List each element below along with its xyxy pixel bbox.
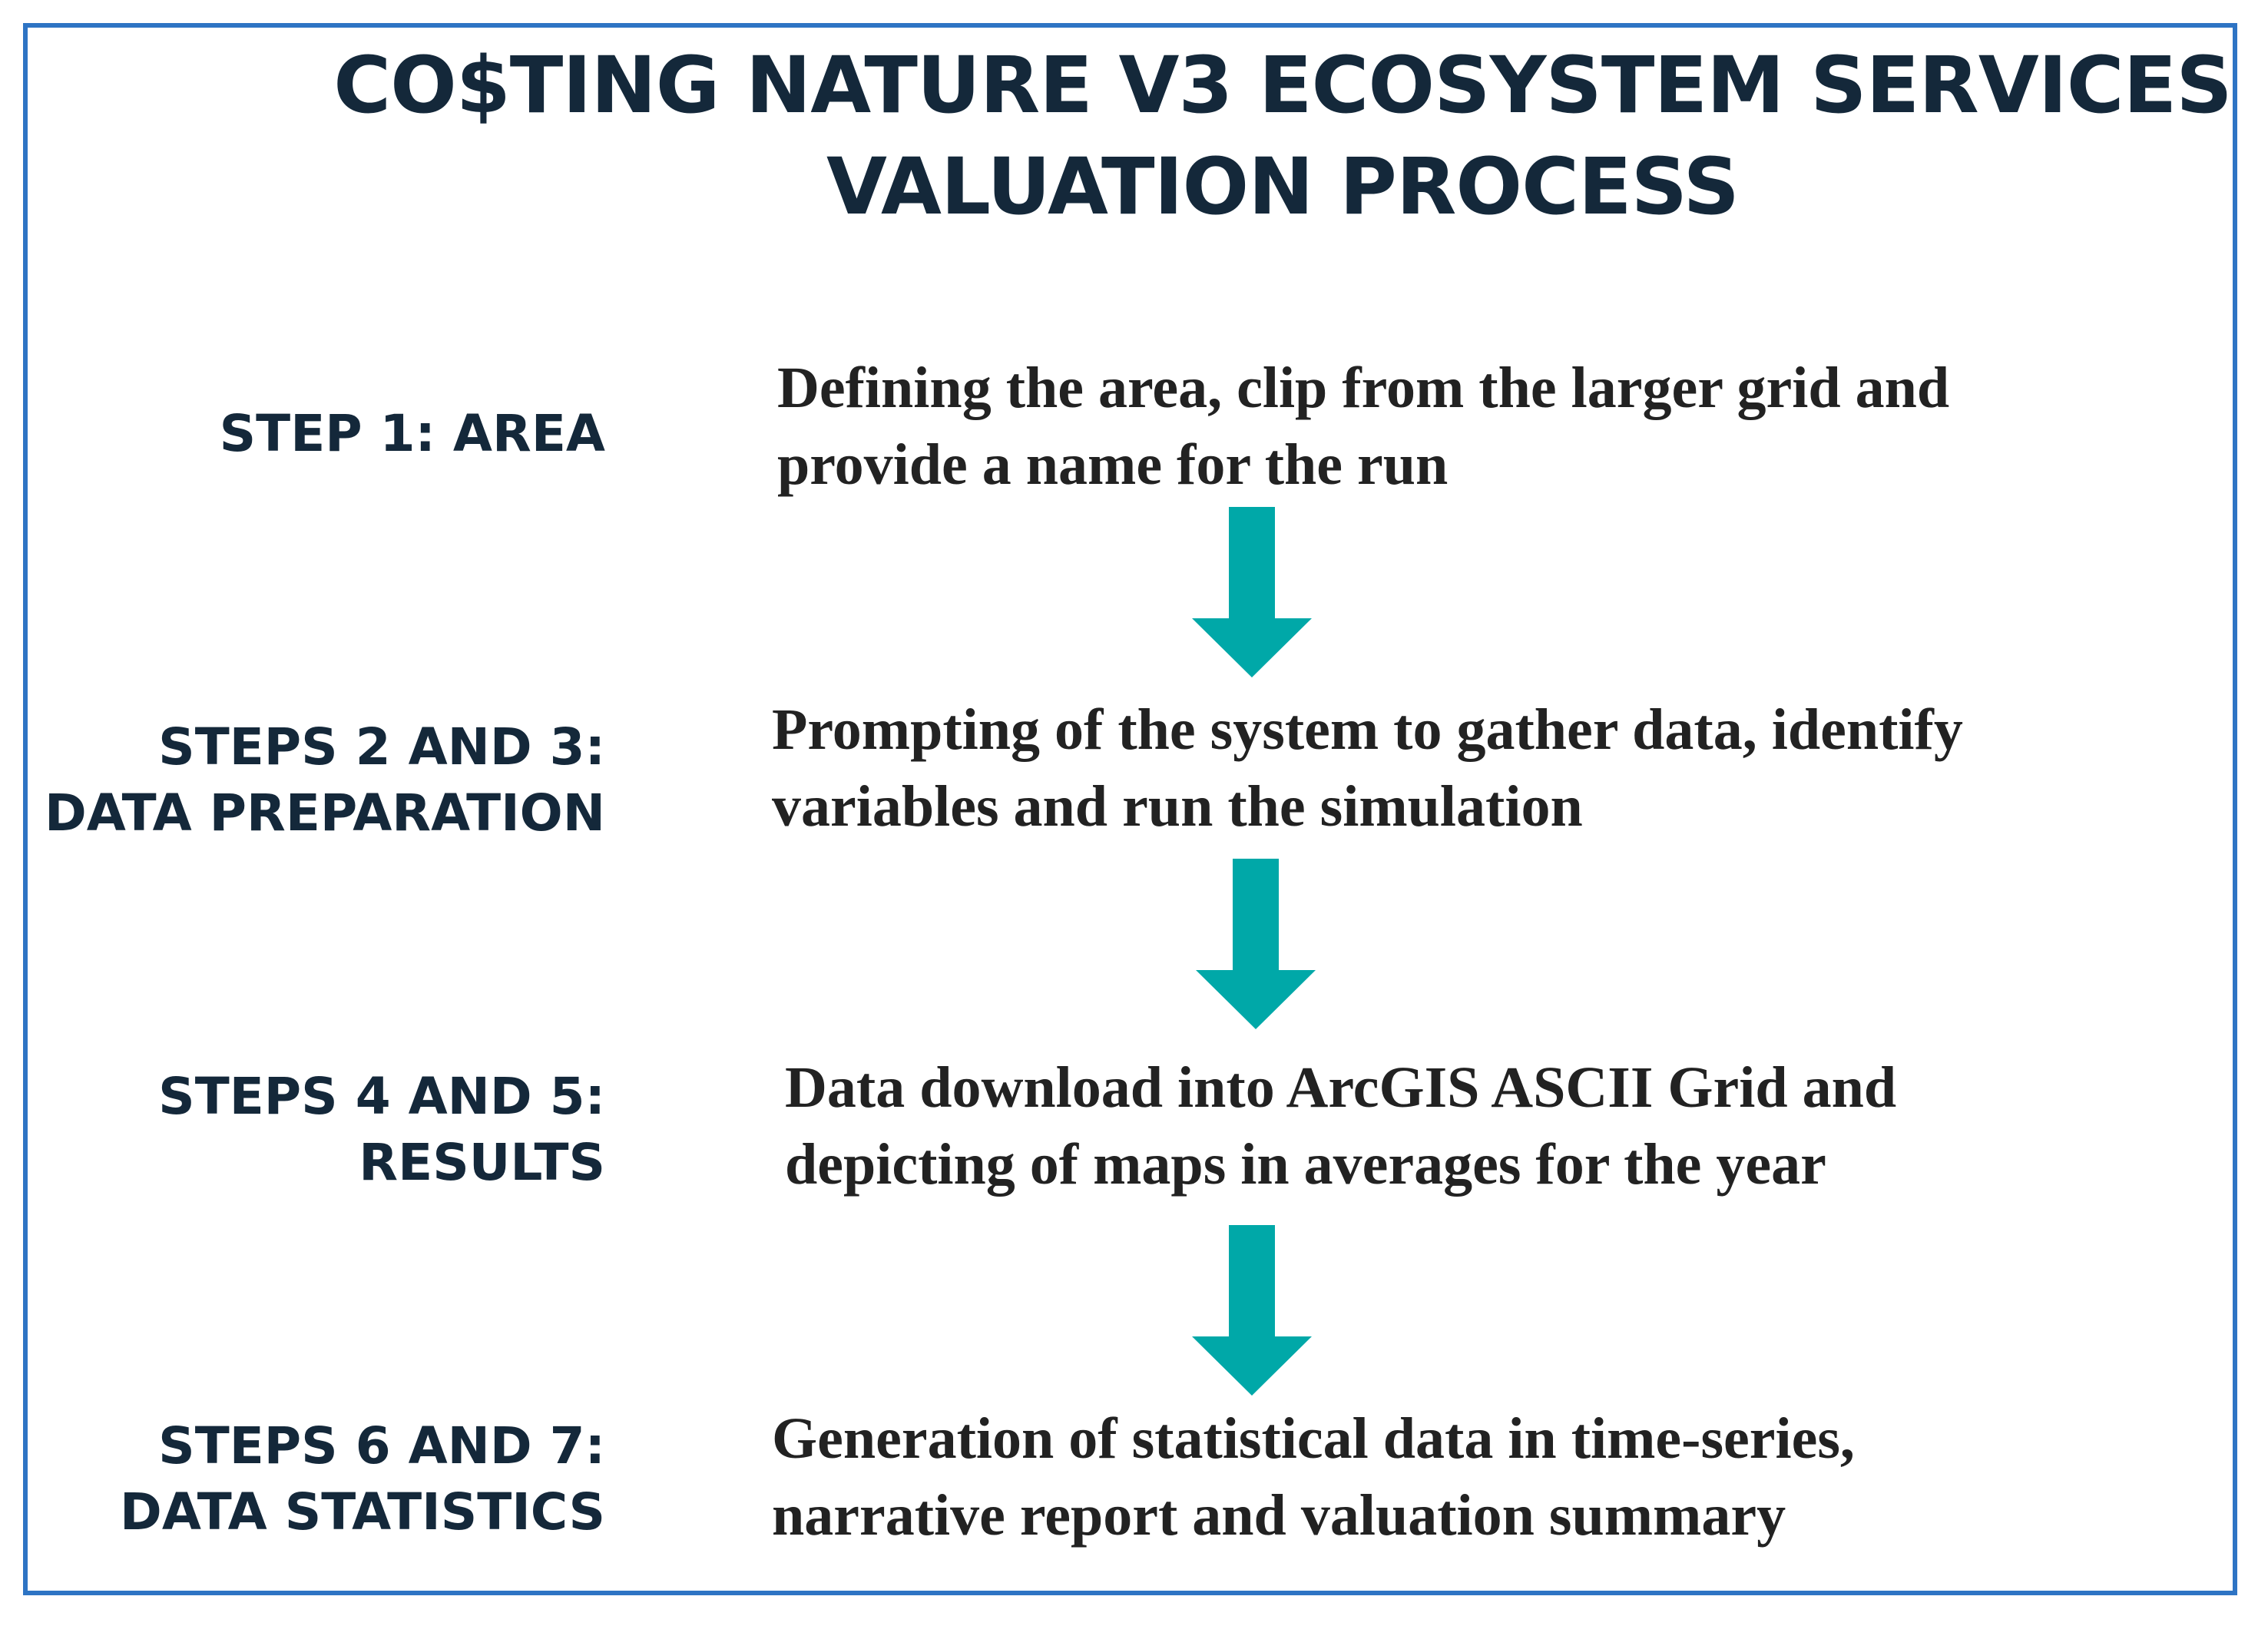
step-4-description: Generation of statistical data in time-s… [772,1400,1855,1554]
step-1-description-line-2: provide a name for the run [777,432,1449,497]
step-2-description-line-2: variables and run the simulation [772,774,1583,839]
flow-arrow-3-icon [1192,1225,1312,1396]
step-4-label-line-1: STEPS 6 AND 7: [158,1416,605,1475]
step-2-label-line-2: DATA PREPARATION [44,783,605,843]
step-3-label: STEPS 4 AND 5: RESULTS [158,1064,605,1196]
diagram-title: CO$TING NATURE V3 ECOSYSTEM SERVICES VAL… [307,35,2258,238]
flow-arrow-2-icon [1196,859,1316,1029]
flow-arrow-2-shape [1196,859,1316,1029]
step-1-description-line-1: Defining the area, clip from the larger … [777,356,1950,420]
step-2-description: Prompting of the system to gather data, … [772,691,1963,845]
step-1-label-line-1: STEP 1: AREA [219,404,605,463]
step-4-label-line-2: DATA STATISTICS [120,1482,605,1542]
flow-arrow-1-icon [1192,507,1312,677]
title-line-2: VALUATION PROCESS [826,141,1740,233]
step-1-label: STEP 1: AREA [220,401,605,467]
step-4-description-line-1: Generation of statistical data in time-s… [772,1406,1855,1471]
title-line-1: CO$TING NATURE V3 ECOSYSTEM SERVICES [333,40,2232,131]
step-2-description-line-1: Prompting of the system to gather data, … [772,697,1963,762]
step-4-label: STEPS 6 AND 7: DATA STATISTICS [120,1413,605,1545]
step-3-description: Data download into ArcGIS ASCII Grid and… [785,1049,1896,1203]
step-2-label: STEPS 2 AND 3: DATA PREPARATION [45,714,605,846]
step-3-description-line-2: depicting of maps in averages for the ye… [785,1132,1826,1197]
step-3-label-line-2: RESULTS [359,1133,605,1192]
step-2-label-line-1: STEPS 2 AND 3: [158,717,605,777]
step-1-description: Defining the area, clip from the larger … [777,349,1949,503]
diagram-frame [23,23,2237,1595]
step-3-description-line-1: Data download into ArcGIS ASCII Grid and [785,1055,1897,1120]
step-3-label-line-1: STEPS 4 AND 5: [158,1067,605,1126]
step-4-description-line-2: narrative report and valuation summary [772,1483,1786,1548]
flow-arrow-1-shape [1192,507,1312,677]
flow-arrow-3-shape [1192,1225,1312,1396]
